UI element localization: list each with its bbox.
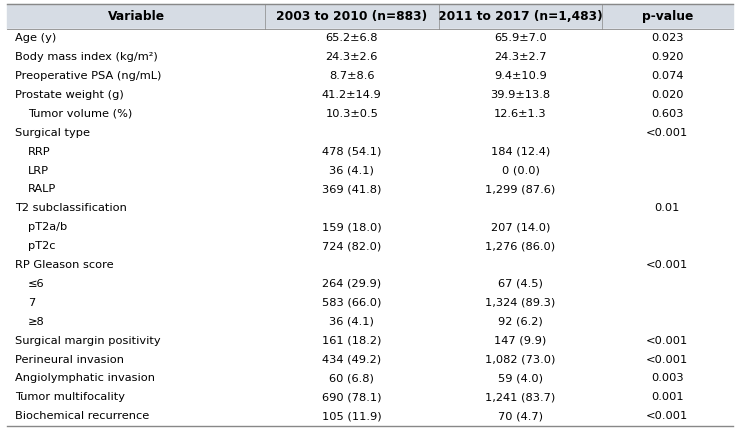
Text: 690 (78.1): 690 (78.1) [322, 392, 382, 402]
Text: 10.3±0.5: 10.3±0.5 [326, 109, 378, 119]
Text: 264 (29.9): 264 (29.9) [323, 279, 381, 289]
Bar [7, 67, 733, 86]
Text: T2 subclassification: T2 subclassification [15, 203, 127, 213]
Text: 39.9±13.8: 39.9±13.8 [491, 90, 551, 100]
Text: 0.020: 0.020 [651, 90, 684, 100]
Bar [7, 161, 733, 180]
Bar [7, 312, 733, 331]
Bar [7, 255, 733, 274]
Text: <0.001: <0.001 [646, 336, 688, 346]
Bar [7, 29, 733, 48]
Text: 70 (4.7): 70 (4.7) [498, 411, 543, 421]
Text: ≥8: ≥8 [27, 317, 44, 327]
Text: Perineural invasion: Perineural invasion [15, 355, 124, 365]
Bar [7, 293, 733, 312]
Text: 434 (49.2): 434 (49.2) [323, 355, 381, 365]
Text: 159 (18.0): 159 (18.0) [322, 222, 382, 232]
Text: 583 (66.0): 583 (66.0) [322, 298, 382, 308]
Bar [7, 388, 733, 407]
Bar [7, 86, 733, 104]
Bar [7, 142, 733, 161]
Text: Angiolymphatic invasion: Angiolymphatic invasion [15, 374, 155, 384]
Text: 60 (6.8): 60 (6.8) [329, 374, 374, 384]
Text: Prostate weight (g): Prostate weight (g) [15, 90, 124, 100]
Text: 7: 7 [27, 298, 35, 308]
Text: 147 (9.9): 147 (9.9) [494, 336, 547, 346]
Text: 369 (41.8): 369 (41.8) [322, 184, 382, 194]
Bar [7, 218, 733, 237]
Text: 36 (4.1): 36 (4.1) [329, 166, 374, 175]
Text: 59 (4.0): 59 (4.0) [498, 374, 543, 384]
Bar [7, 104, 733, 123]
Text: 0 (0.0): 0 (0.0) [502, 166, 539, 175]
Text: 12.6±1.3: 12.6±1.3 [494, 109, 547, 119]
Text: Preoperative PSA (ng/mL): Preoperative PSA (ng/mL) [15, 71, 161, 81]
Bar [7, 331, 733, 350]
Text: 478 (54.1): 478 (54.1) [322, 147, 382, 157]
Text: 105 (11.9): 105 (11.9) [322, 411, 382, 421]
Text: p-value: p-value [642, 10, 693, 23]
Text: 1,299 (87.6): 1,299 (87.6) [485, 184, 556, 194]
Text: 0.603: 0.603 [651, 109, 684, 119]
Text: <0.001: <0.001 [646, 260, 688, 270]
Text: Surgical margin positivity: Surgical margin positivity [15, 336, 161, 346]
Text: Tumor multifocality: Tumor multifocality [15, 392, 124, 402]
Text: RP Gleason score: RP Gleason score [15, 260, 113, 270]
Text: 0.01: 0.01 [655, 203, 680, 213]
Text: 24.3±2.6: 24.3±2.6 [326, 52, 378, 62]
Text: Body mass index (kg/m²): Body mass index (kg/m²) [15, 52, 158, 62]
Bar [7, 4, 733, 29]
Text: 2003 to 2010 (n=883): 2003 to 2010 (n=883) [276, 10, 428, 23]
Text: ≤6: ≤6 [27, 279, 44, 289]
Text: 1,276 (86.0): 1,276 (86.0) [485, 241, 556, 251]
Bar [7, 180, 733, 199]
Bar [7, 407, 733, 426]
Text: 161 (18.2): 161 (18.2) [322, 336, 382, 346]
Bar [7, 199, 733, 218]
Text: 0.023: 0.023 [651, 33, 684, 43]
Text: 41.2±14.9: 41.2±14.9 [322, 90, 382, 100]
Bar [7, 123, 733, 142]
Text: LRP: LRP [27, 166, 49, 175]
Text: 0.074: 0.074 [651, 71, 684, 81]
Text: 65.9±7.0: 65.9±7.0 [494, 33, 547, 43]
Text: Biochemical recurrence: Biochemical recurrence [15, 411, 149, 421]
Text: 67 (4.5): 67 (4.5) [498, 279, 543, 289]
Text: 1,241 (83.7): 1,241 (83.7) [485, 392, 556, 402]
Text: pT2a/b: pT2a/b [27, 222, 67, 232]
Text: <0.001: <0.001 [646, 128, 688, 138]
Text: 0.001: 0.001 [651, 392, 684, 402]
Bar [7, 350, 733, 369]
Text: 1,082 (73.0): 1,082 (73.0) [485, 355, 556, 365]
Text: 0.003: 0.003 [651, 374, 684, 384]
Bar [7, 237, 733, 255]
Text: <0.001: <0.001 [646, 355, 688, 365]
Text: 2011 to 2017 (n=1,483): 2011 to 2017 (n=1,483) [438, 10, 603, 23]
Text: 92 (6.2): 92 (6.2) [498, 317, 543, 327]
Text: RRP: RRP [27, 147, 50, 157]
Text: <0.001: <0.001 [646, 411, 688, 421]
Bar [7, 274, 733, 293]
Text: 8.7±8.6: 8.7±8.6 [329, 71, 374, 81]
Text: 0.920: 0.920 [651, 52, 684, 62]
Text: 724 (82.0): 724 (82.0) [322, 241, 382, 251]
Text: Tumor volume (%): Tumor volume (%) [27, 109, 132, 119]
Text: 1,324 (89.3): 1,324 (89.3) [485, 298, 556, 308]
Text: Age (y): Age (y) [15, 33, 56, 43]
Bar [7, 369, 733, 388]
Text: RALP: RALP [27, 184, 56, 194]
Bar [7, 48, 733, 67]
Text: 9.4±10.9: 9.4±10.9 [494, 71, 547, 81]
Text: 65.2±6.8: 65.2±6.8 [326, 33, 378, 43]
Text: 24.3±2.7: 24.3±2.7 [494, 52, 547, 62]
Text: 207 (14.0): 207 (14.0) [491, 222, 550, 232]
Text: Variable: Variable [107, 10, 165, 23]
Text: 184 (12.4): 184 (12.4) [491, 147, 550, 157]
Text: 36 (4.1): 36 (4.1) [329, 317, 374, 327]
Text: Surgical type: Surgical type [15, 128, 90, 138]
Text: pT2c: pT2c [27, 241, 56, 251]
